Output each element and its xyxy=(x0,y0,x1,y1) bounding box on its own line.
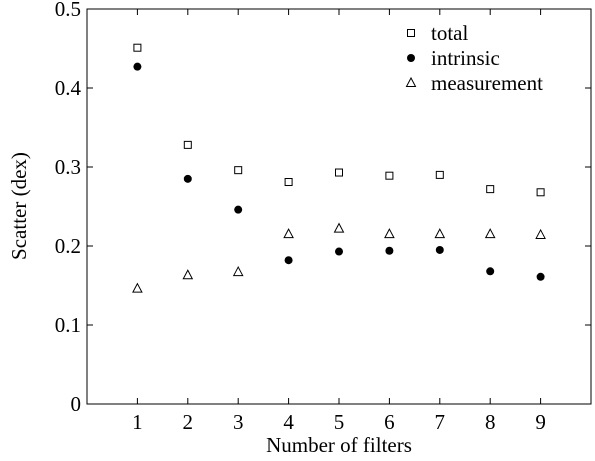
axis-ticks xyxy=(87,8,591,405)
legend-marker-measurement xyxy=(405,76,417,87)
data-point-total xyxy=(183,140,192,149)
data-point-total xyxy=(335,168,343,177)
x-tick-label: 4 xyxy=(283,410,294,434)
data-point-intrinsic xyxy=(435,245,444,254)
y-tick-label: 0.4 xyxy=(55,76,82,100)
x-tick-label: 2 xyxy=(183,410,194,434)
y-axis-label: Scatter (dex) xyxy=(7,152,31,260)
legend-label-intrinsic: intrinsic xyxy=(431,46,500,70)
x-tick-label: 1 xyxy=(132,410,143,434)
data-point-total xyxy=(284,178,293,187)
y-tick-label: 0 xyxy=(71,392,82,416)
plot-frame xyxy=(86,8,592,405)
data-point-total xyxy=(486,185,495,194)
data-point-measurement xyxy=(132,282,143,293)
data-point-intrinsic xyxy=(385,246,394,255)
legend-marker-intrinsic xyxy=(407,54,415,62)
x-tick-label: 9 xyxy=(535,410,546,434)
tick-labels: 1 2 3 4 5 6 7 8 9 0 0.1 0.2 0.3 0.4 0.5 xyxy=(55,0,546,434)
data-point-measurement xyxy=(283,228,294,239)
y-tick-label: 0.1 xyxy=(55,313,81,337)
y-tick-label: 0.5 xyxy=(55,0,81,21)
x-tick-label: 8 xyxy=(485,410,496,434)
legend-marker-total xyxy=(407,29,415,37)
data-point-total xyxy=(234,166,243,175)
legend-label-total: total xyxy=(431,21,468,45)
y-tick-label: 0.2 xyxy=(55,234,81,258)
data-point-total xyxy=(536,188,545,197)
data-point-intrinsic xyxy=(234,205,243,214)
data-point-intrinsic xyxy=(284,256,293,265)
data-point-intrinsic xyxy=(536,272,545,281)
data-point-measurement xyxy=(333,222,345,233)
data-point-measurement xyxy=(384,228,395,239)
data-point-measurement xyxy=(434,228,446,239)
data-point-intrinsic xyxy=(335,247,343,256)
data-point-intrinsic xyxy=(183,174,192,183)
y-tick-label: 0.3 xyxy=(55,155,81,179)
legend-label-measurement: measurement xyxy=(431,71,543,95)
data-point-total xyxy=(385,171,394,180)
data-point-intrinsic xyxy=(486,267,495,276)
data-point-measurement xyxy=(535,228,546,239)
x-tick-label: 5 xyxy=(334,410,345,434)
data-markers xyxy=(132,43,546,293)
data-point-measurement xyxy=(182,269,194,280)
data-point-total xyxy=(133,43,142,52)
data-point-measurement xyxy=(484,228,496,239)
data-point-intrinsic xyxy=(133,62,142,71)
data-point-total xyxy=(435,170,444,179)
data-point-measurement xyxy=(232,266,244,277)
x-tick-label: 7 xyxy=(435,410,446,434)
x-tick-label: 3 xyxy=(233,410,244,434)
x-tick-label: 6 xyxy=(384,410,395,434)
x-axis-label: Number of filters xyxy=(266,433,412,457)
